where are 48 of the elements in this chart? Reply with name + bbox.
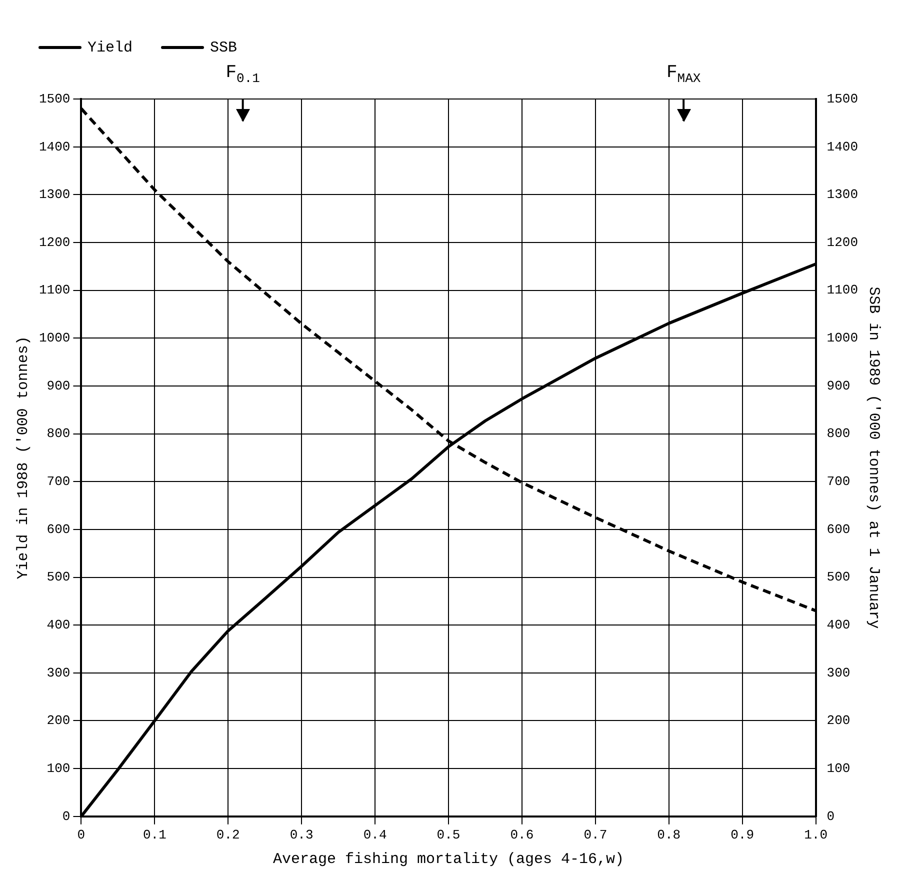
y-tick-label: 900: [46, 378, 70, 394]
x-tick-label: 0.9: [730, 828, 754, 843]
y-tick-label: 600: [46, 522, 70, 537]
y2-tick-label: 700: [826, 474, 850, 490]
y2-tick-label: 1200: [826, 234, 858, 250]
y2-axis-title: SSB in 1989 ('000 tonnes) at 1 January: [865, 286, 882, 629]
y2-tick-label: 500: [826, 570, 850, 585]
x-tick-label: 0.8: [657, 828, 681, 843]
y-tick-label: 0: [62, 808, 70, 824]
y-tick-label: 700: [46, 474, 70, 490]
x-tick-label: 0.5: [436, 828, 460, 843]
x-tick-label: 0.3: [290, 828, 314, 843]
y2-tick-label: 1400: [826, 139, 858, 154]
y2-tick-label: 1300: [826, 187, 858, 202]
y-tick-label: 100: [46, 761, 70, 776]
x-tick-label: 0.4: [363, 828, 387, 843]
x-tick-label: 0: [77, 828, 86, 843]
x-tick-label: 0.2: [216, 828, 240, 843]
y2-tick-label: 100: [826, 761, 850, 776]
y2-tick-label: 1100: [826, 282, 858, 298]
y2-tick-label: 300: [826, 665, 850, 680]
y-tick-label: 400: [46, 618, 70, 633]
y-tick-label: 1500: [38, 91, 70, 106]
y2-tick-label: 1500: [826, 91, 858, 106]
y2-tick-label: 600: [826, 522, 850, 537]
legend-label: SSB: [210, 39, 238, 56]
legend-label: Yield: [88, 39, 133, 56]
x-tick-label: 0.7: [584, 828, 608, 843]
y-tick-label: 1200: [38, 234, 70, 250]
y-tick-label: 500: [46, 570, 70, 585]
y-tick-label: 200: [46, 713, 70, 728]
y-tick-label: 1000: [38, 330, 70, 346]
y2-tick-label: 0: [826, 808, 835, 824]
y-axis-title: Yield in 1988 ('000 tonnes): [14, 336, 32, 580]
y-tick-label: 300: [46, 665, 70, 680]
y2-tick-label: 800: [826, 426, 850, 442]
y2-tick-label: 900: [826, 378, 850, 394]
y-tick-label: 1400: [38, 139, 70, 154]
x-tick-label: 1.0: [804, 828, 828, 843]
y-tick-label: 1100: [38, 282, 70, 298]
y2-tick-label: 200: [826, 713, 850, 728]
y-tick-label: 800: [46, 426, 70, 442]
x-tick-label: 0.1: [142, 828, 167, 843]
x-axis-title: Average fishing mortality (ages 4-16,w): [272, 850, 624, 868]
y2-tick-label: 400: [826, 618, 850, 633]
x-tick-label: 0.6: [510, 828, 534, 843]
y2-tick-label: 1000: [826, 330, 858, 346]
y-tick-label: 1300: [38, 187, 70, 202]
